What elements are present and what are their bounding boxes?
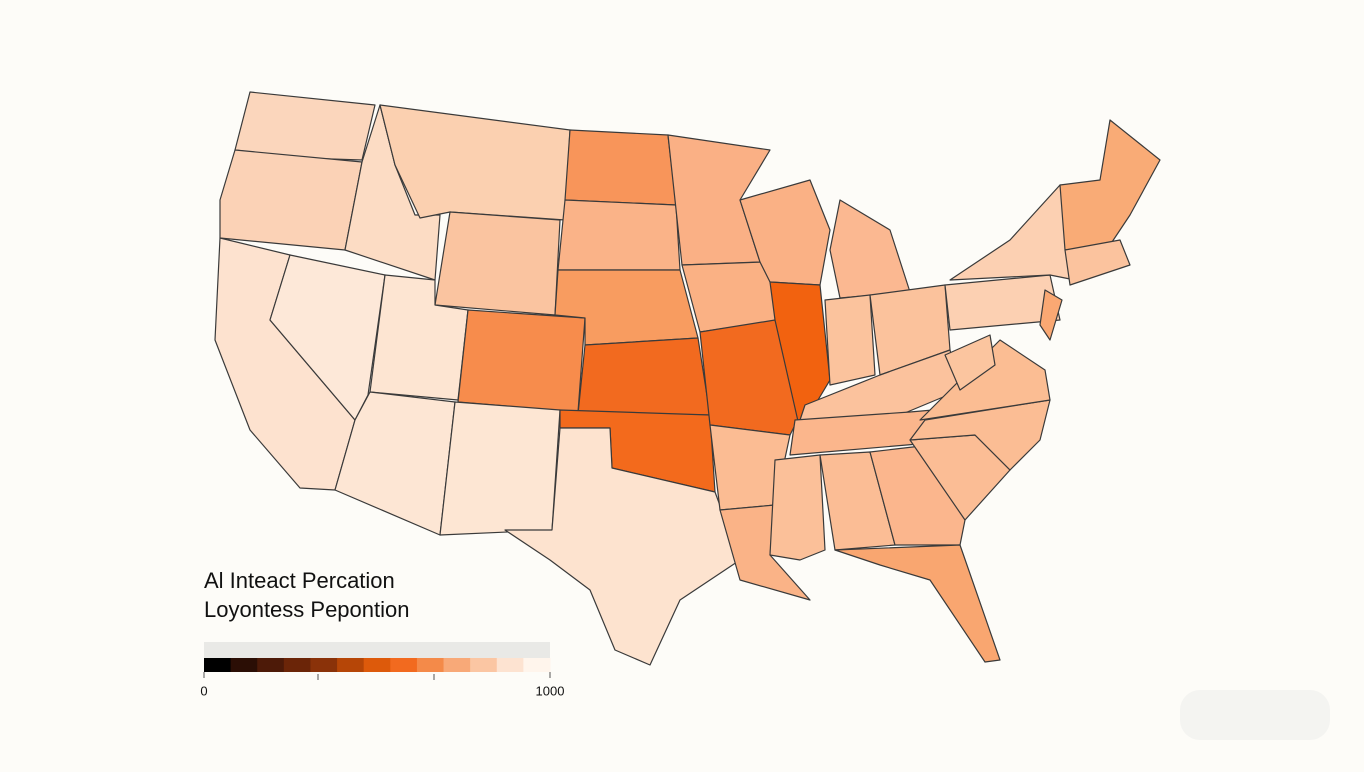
state xyxy=(564,129,677,206)
state xyxy=(1064,239,1131,286)
state xyxy=(457,309,586,413)
blur-artifact xyxy=(1180,690,1330,740)
state xyxy=(719,504,811,601)
state xyxy=(234,91,376,161)
state xyxy=(219,149,363,251)
state xyxy=(829,199,911,299)
legend-swatch xyxy=(257,658,285,672)
legend-title-line: Al Inteact Percation xyxy=(204,568,395,593)
state-layer xyxy=(214,91,1161,666)
legend-swatch xyxy=(283,658,311,672)
state xyxy=(769,454,826,561)
state xyxy=(504,427,741,666)
state xyxy=(557,199,681,271)
state xyxy=(1059,119,1161,251)
state xyxy=(834,544,1001,663)
state xyxy=(434,211,561,316)
legend-tick-label: 1000 xyxy=(536,683,565,698)
state xyxy=(1039,289,1063,341)
state xyxy=(944,334,996,391)
state xyxy=(334,391,456,536)
legend-tick-label: 0 xyxy=(200,683,207,698)
legend-scale: 0 1000 xyxy=(200,658,564,698)
state xyxy=(944,274,1061,331)
legend-swatch xyxy=(416,658,445,672)
legend-swatch xyxy=(443,658,471,672)
legend-swatch xyxy=(310,658,338,672)
legend-swatch xyxy=(230,658,258,672)
state xyxy=(824,294,876,386)
legend-swatch xyxy=(523,658,551,672)
legend-swatch xyxy=(204,658,232,672)
legend-swatch xyxy=(496,658,524,672)
legend-swatch xyxy=(337,658,365,672)
state xyxy=(577,337,711,416)
legend-backdrop xyxy=(204,642,550,658)
state xyxy=(439,401,561,536)
legend-title-line: Loyontess Pepontion xyxy=(204,597,410,622)
legend-swatch xyxy=(363,658,391,672)
legend-swatch xyxy=(390,658,418,672)
legend-swatch xyxy=(470,658,498,672)
